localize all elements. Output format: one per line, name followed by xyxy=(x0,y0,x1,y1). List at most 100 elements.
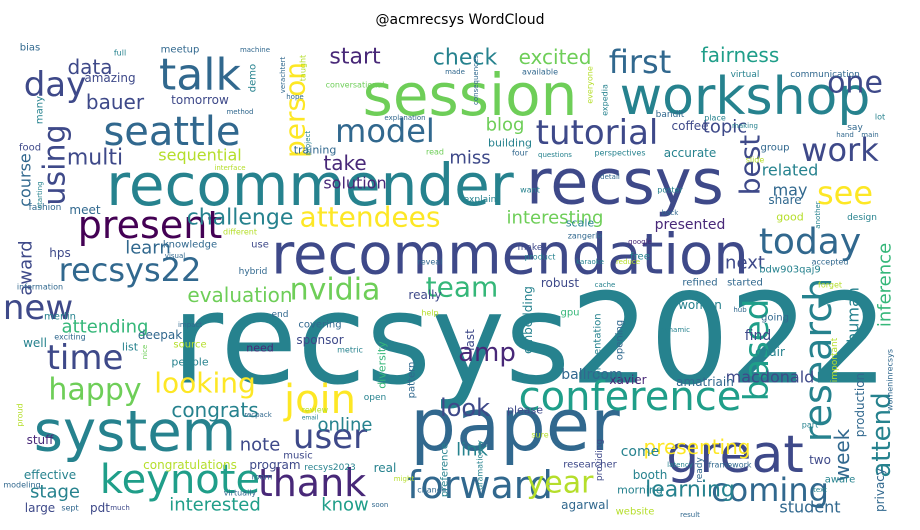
word: method xyxy=(226,108,253,116)
word: made xyxy=(445,68,465,76)
word: sure xyxy=(531,431,548,440)
word: slide xyxy=(746,156,765,165)
word: please xyxy=(507,404,543,417)
word: model xyxy=(335,112,435,150)
word: recpack xyxy=(244,411,272,419)
word: time xyxy=(47,338,124,378)
word: accepted xyxy=(812,258,849,267)
word: inference xyxy=(875,243,896,327)
word: lot xyxy=(875,113,885,122)
word: morning xyxy=(617,484,663,497)
word: user xyxy=(293,417,367,457)
word: another xyxy=(814,201,822,228)
word: soon xyxy=(372,501,389,509)
word: link xyxy=(456,440,488,461)
word: learning xyxy=(645,478,735,503)
word: presented xyxy=(655,217,726,233)
word: tutorial xyxy=(536,113,659,153)
word: keynote xyxy=(100,457,260,503)
word: demo xyxy=(248,64,259,92)
word: ready xyxy=(695,457,705,483)
word: stage xyxy=(30,482,80,503)
word: note xyxy=(240,435,281,456)
word: full xyxy=(114,49,126,58)
word: week xyxy=(830,428,854,481)
word: effective xyxy=(24,468,76,482)
word: refined xyxy=(682,278,717,289)
word: amp xyxy=(458,338,516,368)
word: scale xyxy=(566,217,595,230)
word: main xyxy=(861,131,879,139)
word: see xyxy=(817,174,873,212)
word: research xyxy=(796,278,840,442)
word: reveal xyxy=(418,258,443,267)
word: many xyxy=(35,96,46,124)
word: happy xyxy=(48,373,141,408)
word: knowledge xyxy=(163,240,217,251)
word: important xyxy=(830,337,840,382)
word: presenting xyxy=(644,435,751,459)
word: design xyxy=(847,213,877,223)
word: accurate xyxy=(664,146,717,160)
word: pattern xyxy=(407,362,418,399)
word: thank xyxy=(258,461,366,505)
word: ballroom xyxy=(561,367,622,383)
word: women xyxy=(678,298,722,312)
word: present xyxy=(78,203,222,247)
word: award xyxy=(16,240,37,295)
word: production xyxy=(853,373,867,437)
word: proud xyxy=(16,403,25,426)
word: tomorrow xyxy=(171,93,229,107)
word: know xyxy=(321,495,369,516)
word: make xyxy=(518,243,543,253)
word: start xyxy=(329,45,381,70)
word: look xyxy=(440,394,490,422)
word: embedding xyxy=(521,286,535,354)
word: paper xyxy=(410,383,620,467)
word: share xyxy=(768,193,801,207)
word: four xyxy=(512,149,529,158)
word: opening xyxy=(615,320,626,360)
word: room xyxy=(252,473,273,482)
word: product xyxy=(525,253,556,262)
word: explain xyxy=(464,195,497,205)
word: say xyxy=(847,123,863,133)
word: recommendation xyxy=(271,223,748,288)
word: diversity xyxy=(376,341,389,389)
word: attend xyxy=(867,392,897,477)
word: poster xyxy=(657,186,683,195)
word: information xyxy=(17,283,63,292)
word: modeling xyxy=(3,481,40,490)
word: bauer xyxy=(86,90,145,114)
word: attendees xyxy=(300,201,441,234)
word: help xyxy=(421,309,438,318)
word: place xyxy=(704,114,726,123)
word: recsys2023 xyxy=(304,463,356,473)
word: last xyxy=(463,329,477,351)
word: first xyxy=(609,43,672,81)
word: pdt xyxy=(90,501,110,515)
word: verachtert xyxy=(279,56,287,93)
word: explanation xyxy=(384,114,425,122)
word: two xyxy=(809,453,831,467)
word: congratulations xyxy=(143,458,237,472)
word: seattle xyxy=(103,109,240,155)
word: attending xyxy=(62,317,149,338)
word: questions xyxy=(538,151,572,159)
word: interesting xyxy=(507,208,604,229)
word: virtually xyxy=(224,489,257,498)
word: great xyxy=(666,425,804,485)
word: google xyxy=(628,238,652,246)
word: back xyxy=(662,209,680,217)
word: good xyxy=(776,211,803,224)
word: impact xyxy=(178,321,202,329)
word: hand xyxy=(836,131,854,139)
word: hps xyxy=(49,246,70,260)
word: course xyxy=(16,153,35,206)
word: challenge xyxy=(187,206,294,231)
word: person xyxy=(279,62,312,158)
word: visual xyxy=(165,252,185,260)
